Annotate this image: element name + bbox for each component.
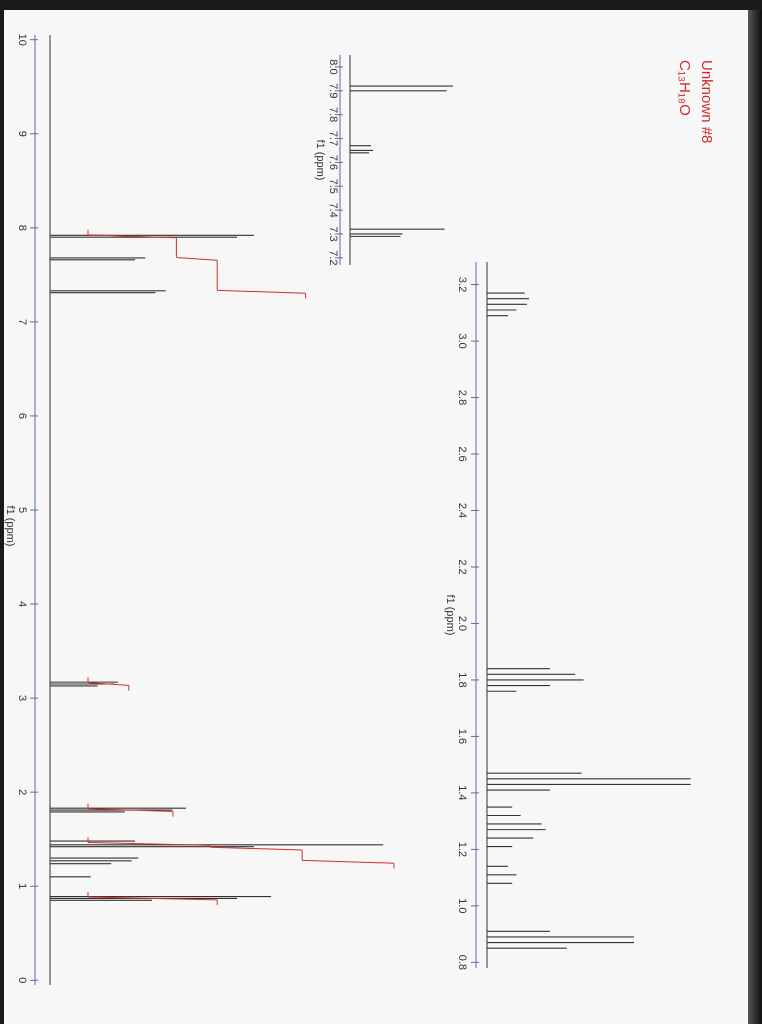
x-tick-label: 1.0 bbox=[456, 898, 468, 913]
x-tick-label: 3 bbox=[16, 695, 28, 701]
paper bbox=[4, 10, 748, 1024]
x-tick-label: 1.6 bbox=[456, 729, 468, 744]
x-tick-label: 7 bbox=[16, 319, 28, 325]
x-tick-label: 1.8 bbox=[456, 672, 468, 687]
x-tick-label: 1 bbox=[16, 883, 28, 889]
integral-step bbox=[87, 234, 177, 239]
x-tick-label: 2.4 bbox=[456, 503, 468, 518]
x-axis-label: f1 (ppm) bbox=[4, 506, 16, 547]
x-tick-label: 2.8 bbox=[456, 390, 468, 405]
x-tick-label: 6 bbox=[16, 413, 28, 419]
chart-subtitle: C₁₃H₁₈O bbox=[676, 60, 693, 116]
x-tick-label: 7.5 bbox=[327, 179, 339, 194]
integral-step bbox=[176, 256, 218, 261]
x-tick-label: 2.2 bbox=[456, 559, 468, 574]
x-tick-label: 2.6 bbox=[456, 446, 468, 461]
x-tick-label: 8.0 bbox=[327, 59, 339, 74]
chart-title: Unknown #8 bbox=[698, 60, 715, 143]
x-tick-label: 7.9 bbox=[327, 83, 339, 98]
x-tick-label: 5 bbox=[16, 507, 28, 513]
integral-step bbox=[87, 682, 129, 686]
x-tick-label: 7.2 bbox=[327, 250, 339, 265]
integral-step bbox=[210, 846, 303, 851]
x-tick-label: 7.7 bbox=[327, 131, 339, 146]
x-tick-label: 9 bbox=[16, 131, 28, 137]
screen-edge bbox=[748, 10, 762, 1024]
x-tick-label: 1.4 bbox=[456, 785, 468, 800]
integral-step bbox=[302, 859, 395, 864]
x-tick-label: 3.2 bbox=[456, 277, 468, 292]
x-tick-label: 2.0 bbox=[456, 616, 468, 631]
x-tick-label: 10 bbox=[16, 34, 28, 46]
x-tick-label: 7.8 bbox=[327, 107, 339, 122]
integral-step bbox=[87, 842, 211, 846]
x-axis-label: f1 (ppm) bbox=[314, 140, 326, 181]
x-axis-label: f1 (ppm) bbox=[444, 595, 456, 636]
x-tick-label: 1.2 bbox=[456, 842, 468, 857]
integral-step bbox=[87, 896, 218, 901]
x-tick-label: 0.8 bbox=[456, 955, 468, 970]
x-tick-label: 3.0 bbox=[456, 333, 468, 348]
x-tick-label: 8 bbox=[16, 225, 28, 231]
x-tick-label: 0 bbox=[16, 977, 28, 983]
x-tick-label: 7.4 bbox=[327, 202, 339, 217]
integral-step bbox=[87, 808, 174, 812]
x-tick-label: 2 bbox=[16, 789, 28, 795]
integral-step bbox=[217, 289, 306, 294]
x-tick-label: 4 bbox=[16, 601, 28, 607]
x-tick-label: 7.3 bbox=[327, 226, 339, 241]
x-tick-label: 7.6 bbox=[327, 155, 339, 170]
